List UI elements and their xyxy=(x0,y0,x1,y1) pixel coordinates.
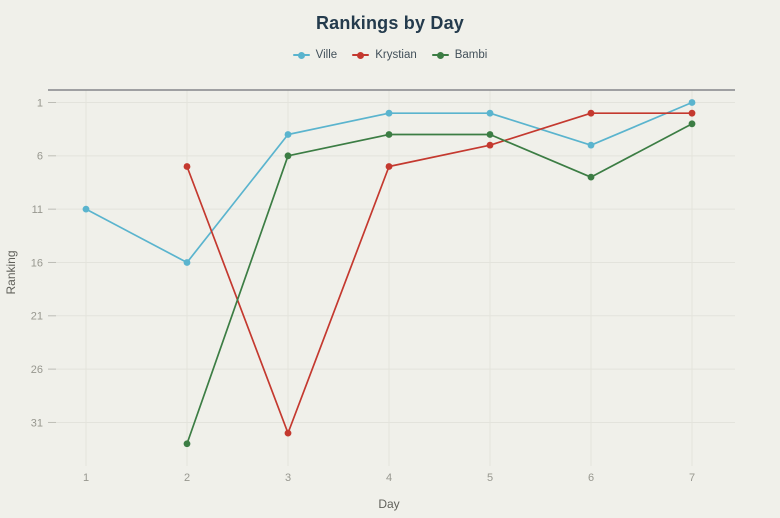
data-point-ville xyxy=(82,205,90,213)
y-axis-tick-label: 16 xyxy=(31,257,43,269)
series-line-krystian xyxy=(186,112,692,434)
y-axis-tick-label: 26 xyxy=(31,364,43,376)
data-point-krystian xyxy=(183,163,191,170)
data-point-krystian xyxy=(486,141,494,149)
legend-marker-icon xyxy=(431,51,449,60)
y-axis-title: Ranking xyxy=(4,250,18,294)
chart-legend: Ville Krystian Bambi xyxy=(0,49,780,61)
legend-item-ville[interactable]: Ville xyxy=(292,49,338,61)
data-point-krystian xyxy=(587,109,595,117)
y-axis-tick-label: 31 xyxy=(31,417,43,429)
data-point-bambi xyxy=(183,440,191,448)
y-axis-tick-label: 6 xyxy=(37,151,43,163)
data-point-ville xyxy=(688,99,696,106)
data-point-bambi xyxy=(284,152,292,160)
data-point-bambi xyxy=(587,173,595,181)
data-point-krystian xyxy=(688,109,696,117)
x-axis-tick-label: 4 xyxy=(386,472,392,484)
legend-marker-icon xyxy=(292,51,310,60)
legend-item-bambi[interactable]: Bambi xyxy=(431,49,488,61)
data-point-krystian xyxy=(385,163,393,170)
legend-item-krystian[interactable]: Krystian xyxy=(352,49,417,61)
x-axis-tick-label: 7 xyxy=(689,472,695,484)
data-point-krystian xyxy=(284,429,292,437)
legend-label: Krystian xyxy=(375,49,417,61)
x-axis-tick-label: 1 xyxy=(83,472,89,484)
y-axis-tick-label: 1 xyxy=(37,97,43,109)
data-point-ville xyxy=(486,109,494,117)
legend-marker-icon xyxy=(352,51,370,60)
x-axis-tick-label: 5 xyxy=(487,472,493,484)
y-axis-tick-label: 11 xyxy=(32,204,43,216)
x-axis-tick-label: 2 xyxy=(184,472,190,484)
y-axis-tick-label: 21 xyxy=(31,311,43,323)
data-point-ville xyxy=(284,131,292,138)
data-point-ville xyxy=(385,109,393,117)
series-line-bambi xyxy=(186,123,693,445)
data-point-ville xyxy=(587,141,595,149)
legend-label: Bambi xyxy=(454,49,488,61)
x-axis-tick-label: 3 xyxy=(285,472,291,484)
data-point-bambi xyxy=(688,120,696,128)
data-point-bambi xyxy=(486,131,494,138)
x-axis-tick-label: 6 xyxy=(588,472,594,484)
data-point-ville xyxy=(183,259,191,266)
data-point-bambi xyxy=(385,131,393,138)
legend-label: Ville xyxy=(315,49,338,61)
x-axis-title: Day xyxy=(378,497,399,511)
chart-title: Rankings by Day xyxy=(315,13,465,33)
